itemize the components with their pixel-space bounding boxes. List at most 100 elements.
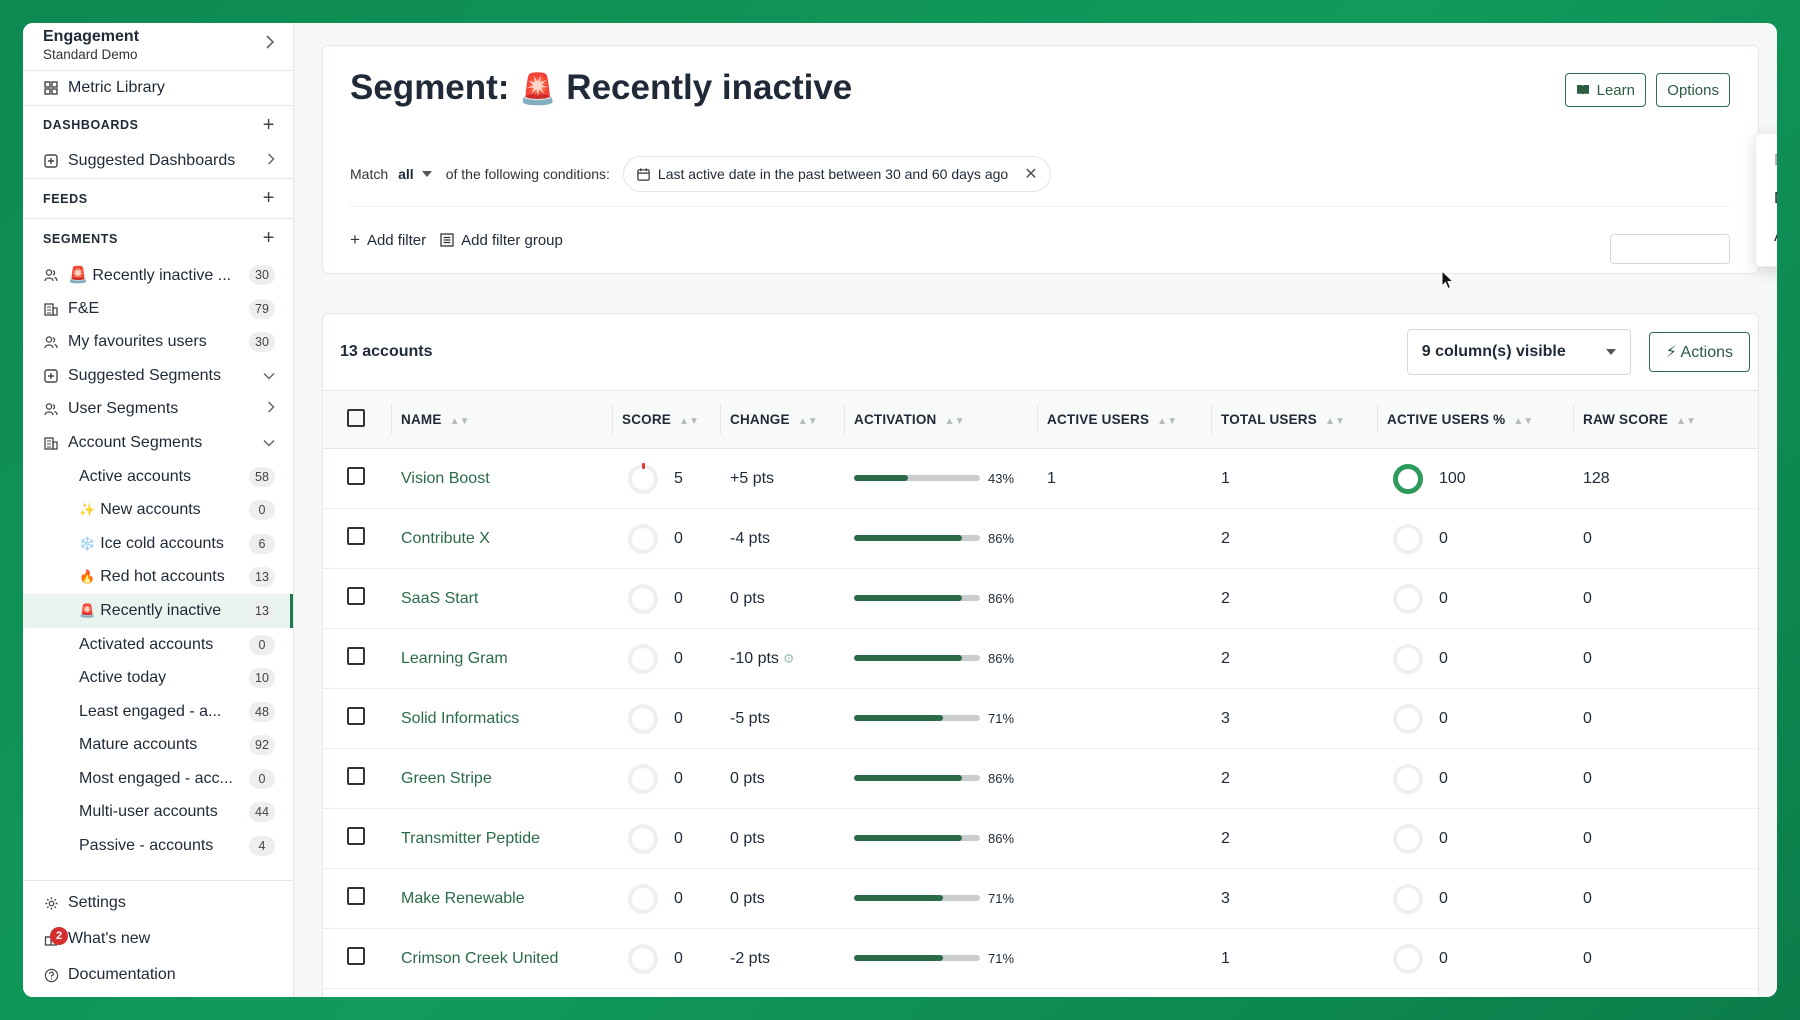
sidebar-item-label: Suggested Dashboards: [68, 152, 236, 170]
score-ring-icon: [628, 703, 658, 734]
table-row[interactable]: Learning Gram 0 -10 pts ⚙ 86% 2 0 0: [323, 628, 1758, 689]
row-checkbox[interactable]: [347, 467, 365, 485]
row-checkbox[interactable]: [347, 827, 365, 845]
table-row[interactable]: Green Stripe 0 0 pts 86% 2 0 0: [323, 748, 1758, 809]
columns-visible-select[interactable]: 9 column(s) visible: [1406, 329, 1631, 375]
activation-bar-fill: [854, 955, 944, 962]
row-checkbox[interactable]: [347, 707, 365, 725]
table-row[interactable]: Transmitter Peptide 0 0 pts 86% 2 0 0: [323, 808, 1758, 869]
sidebar-item-account-segment[interactable]: Passive - accounts 4: [23, 829, 293, 863]
options-button[interactable]: Options: [1656, 73, 1730, 107]
sort-icon: ▲▼: [679, 416, 700, 427]
row-select-cell: [323, 928, 391, 989]
plus-icon: +: [350, 230, 360, 249]
column-header-total-users[interactable]: TOTAL USERS ▲▼: [1211, 390, 1377, 449]
table-row[interactable]: SaaS Start 0 0 pts 86% 2 0 0: [323, 568, 1758, 629]
row-select-cell: [323, 748, 391, 809]
select-all-checkbox[interactable]: [347, 409, 365, 427]
sidebar-item-account-segment[interactable]: Active today 10: [23, 661, 293, 695]
row-checkbox[interactable]: [347, 587, 365, 605]
sidebar-item-fe[interactable]: F&E 79: [23, 292, 293, 326]
table-row[interactable]: Vision Boost 5 +5 pts 43% 1 1 100 128: [323, 448, 1758, 509]
sidebar-item-account-segment[interactable]: Least engaged - a... 48: [23, 695, 293, 729]
sidebar-item-suggested-segments[interactable]: Suggested Segments: [23, 359, 293, 393]
column-header-activation[interactable]: ACTIVATION ▲▼: [844, 390, 1037, 449]
row-checkbox[interactable]: [347, 647, 365, 665]
add-filter-group-button[interactable]: Add filter group: [440, 232, 563, 249]
account-name-link[interactable]: Green Stripe: [401, 769, 492, 787]
workspace-switcher[interactable]: Engagement Standard Demo: [23, 23, 293, 71]
row-checkbox[interactable]: [347, 767, 365, 785]
account-name-link[interactable]: SaaS Start: [401, 589, 479, 607]
sidebar-item-recently-inactive-users[interactable]: 🚨 Recently inactive ... 30: [23, 258, 293, 292]
account-name-link[interactable]: Crimson Creek United: [401, 949, 559, 967]
sidebar: Engagement Standard Demo Metric Library …: [23, 23, 294, 997]
row-checkbox[interactable]: [347, 527, 365, 545]
column-header-name[interactable]: NAME ▲▼: [391, 390, 612, 449]
account-name-link[interactable]: Transmitter Peptide: [401, 829, 541, 847]
workspace-title: Engagement: [43, 28, 140, 45]
sidebar-item-account-segment[interactable]: Activated accounts 0: [23, 628, 293, 662]
sidebar-item-documentation[interactable]: Documentation: [23, 957, 293, 993]
count-badge: 10: [249, 668, 275, 689]
active-users-ring-icon: [1393, 883, 1423, 914]
table-row[interactable]: Solid Informatics 0 -5 pts 71% 3 0 0: [323, 688, 1758, 749]
sidebar-item-account-segment[interactable]: Mature accounts 92: [23, 729, 293, 763]
add-feed-icon[interactable]: +: [262, 187, 275, 210]
table-row[interactable]: Make Renewable 0 0 pts 71% 3 0 0: [323, 868, 1758, 929]
book-icon: [1576, 84, 1590, 96]
sidebar-item-account-segment[interactable]: 🔥 Red hot accounts 13: [23, 561, 293, 595]
match-select[interactable]: all: [398, 166, 414, 182]
account-name-link[interactable]: Learning Gram: [401, 649, 508, 667]
close-icon[interactable]: ✕: [1024, 166, 1038, 183]
activation-bar-fill: [854, 835, 963, 842]
table-row[interactable]: Crimson Creek United 0 -2 pts 71% 1 0 0: [323, 928, 1758, 989]
activation-pct: 86%: [988, 590, 1015, 606]
chevron-right-icon: [265, 35, 275, 54]
save-segment-button[interactable]: [1610, 234, 1730, 264]
caret-down-icon[interactable]: [421, 171, 432, 177]
total-users-value: 2: [1221, 769, 1230, 787]
column-header-raw-score[interactable]: RAW SCORE ▲▼: [1573, 390, 1758, 449]
sidebar-item-user-segments[interactable]: User Segments: [23, 393, 293, 427]
sidebar-item-account-segment[interactable]: ❄️ Ice cold accounts 6: [23, 527, 293, 561]
condition-chip[interactable]: Last active date in the past between 30 …: [622, 156, 1051, 192]
sidebar-item-settings[interactable]: Settings: [23, 885, 293, 921]
menu-item-duplicate-segment[interactable]: Duplicate segment: [1756, 180, 1777, 218]
add-filter-button[interactable]: + Add filter: [350, 230, 427, 249]
column-header-active-users-pct[interactable]: ACTIVE USERS % ▲▼: [1377, 390, 1573, 449]
actions-button[interactable]: ⚡ Actions: [1648, 332, 1750, 372]
add-segment-icon[interactable]: +: [262, 227, 275, 250]
column-header-change[interactable]: CHANGE ▲▼: [720, 390, 844, 449]
table-row[interactable]: Contribute X 0 -4 pts 86% 2 0 0: [323, 508, 1758, 569]
row-checkbox[interactable]: [347, 887, 365, 905]
sidebar-item-suggested-dashboards[interactable]: Suggested Dashboards: [23, 145, 293, 179]
sidebar-item-label: Account Segments: [68, 433, 203, 451]
sort-icon: ▲▼: [449, 416, 470, 427]
learn-button[interactable]: Learn: [1564, 73, 1646, 107]
sidebar-item-account-segment[interactable]: Multi-user accounts 44: [23, 796, 293, 830]
sidebar-item-metric-library[interactable]: Metric Library: [23, 71, 293, 105]
column-header-score[interactable]: SCORE ▲▼: [612, 390, 720, 449]
row-checkbox[interactable]: [347, 947, 365, 965]
activation-pct: 71%: [988, 710, 1015, 726]
sidebar-item-my-favourites-users[interactable]: My favourites users 30: [23, 325, 293, 359]
row-select-cell: [323, 628, 391, 689]
active-users-pct-value: 0: [1439, 949, 1448, 967]
menu-item-add-segment[interactable]: Add segment: [1756, 218, 1777, 256]
column-header-active-users[interactable]: ACTIVE USERS ▲▼: [1037, 390, 1211, 449]
account-name-link[interactable]: Contribute X: [401, 529, 490, 547]
sidebar-item-account-segments[interactable]: Account Segments: [23, 426, 293, 460]
add-dashboard-icon[interactable]: +: [262, 113, 275, 136]
sidebar-item-account-segment[interactable]: Active accounts 58: [23, 460, 293, 494]
activation-pct: 86%: [988, 530, 1015, 546]
account-name-link[interactable]: Make Renewable: [401, 889, 525, 907]
sidebar-item-whats-new[interactable]: 2 What's new: [23, 921, 293, 957]
activation-bar: [854, 955, 980, 962]
filter-group-icon: [440, 233, 454, 247]
sidebar-item-account-segment[interactable]: 🚨 Recently inactive 13: [23, 594, 293, 628]
sidebar-item-account-segment[interactable]: Most engaged - acc... 0: [23, 762, 293, 796]
sidebar-item-account-segment[interactable]: ✨ New accounts 0: [23, 493, 293, 527]
account-name-link[interactable]: Solid Informatics: [401, 709, 520, 727]
account-name-link[interactable]: Vision Boost: [401, 469, 490, 487]
